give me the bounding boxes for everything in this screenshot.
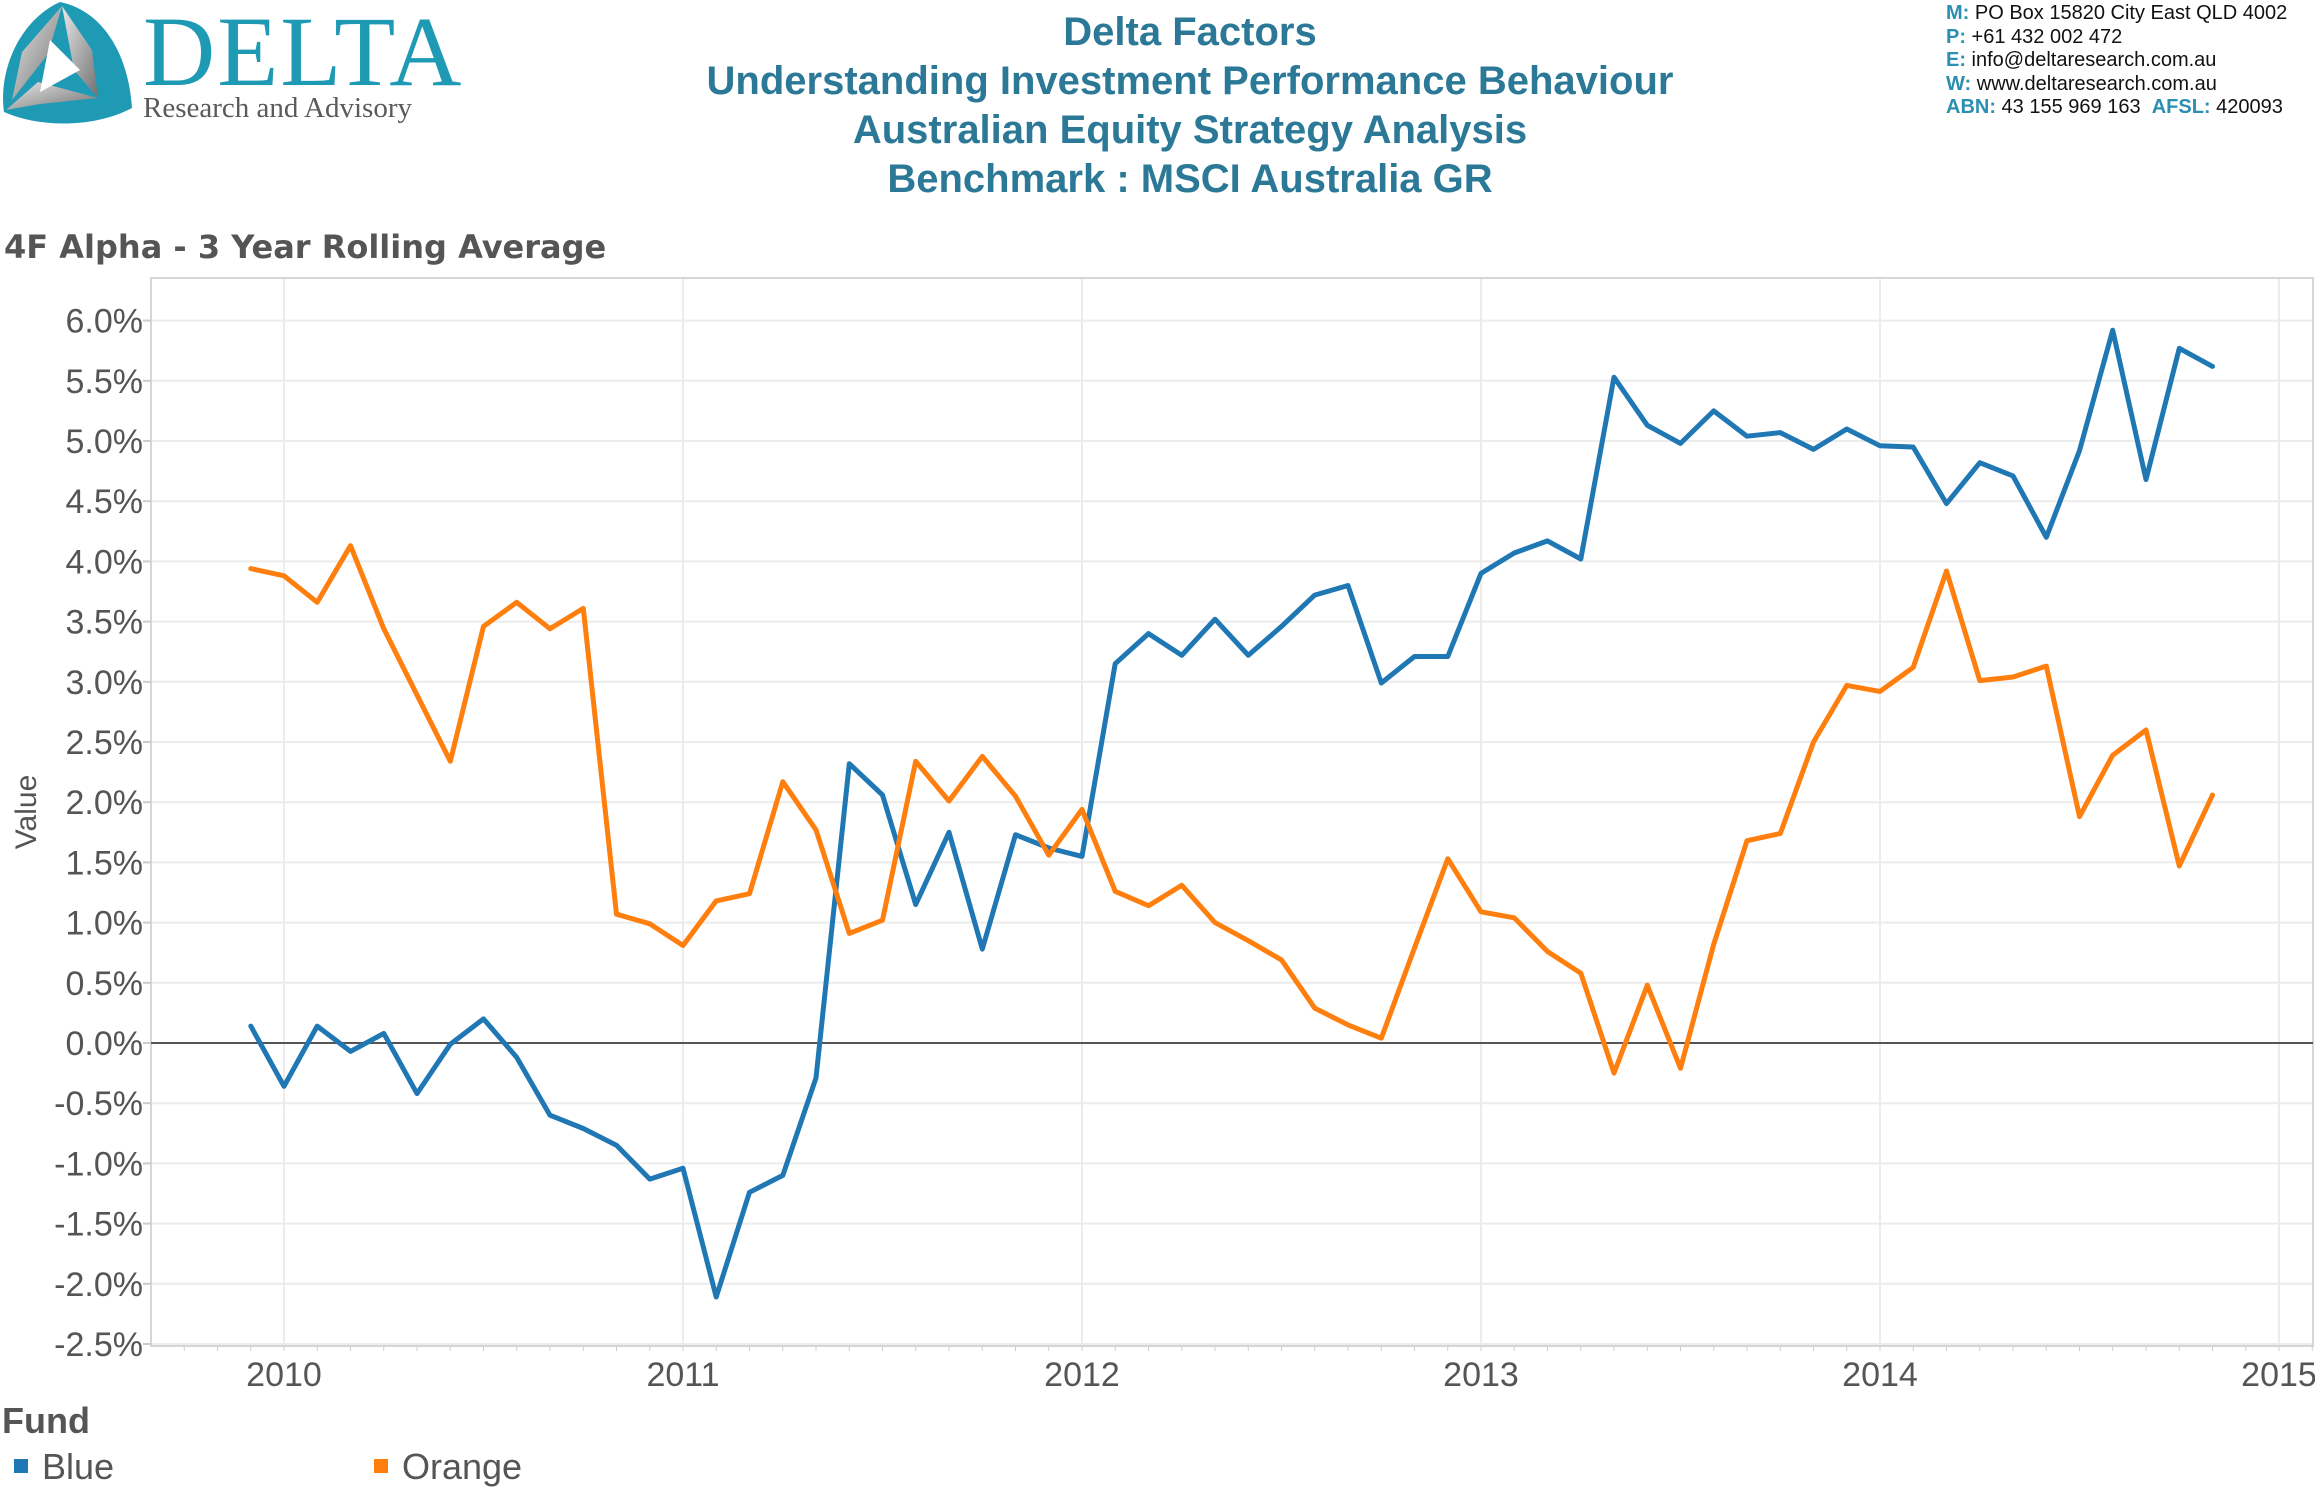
legend: Fund Blue Orange <box>2 1400 522 1487</box>
y-tick-label: 4.0% <box>66 543 144 581</box>
y-tick-label: 4.5% <box>66 483 144 521</box>
contact-email: E: info@deltaresearch.com.au <box>1946 49 2217 71</box>
contact-abn: ABN: 43 155 969 163 AFSL: 420093 <box>1946 96 2283 118</box>
legend-label-orange: Orange <box>402 1446 523 1487</box>
plot-frame <box>150 277 2314 1347</box>
y-tick-label: 1.5% <box>66 844 144 882</box>
line-chart: 6.0% 5.5% 5.0% 4.5% 4.0% 3.5% 3.0% 2.5% 2.0% 1.5%… <box>10 277 2315 1390</box>
y-tick-label: -1.0% <box>54 1145 143 1183</box>
contact-web: W: www.deltaresearch.com.au <box>1946 72 2217 95</box>
legend-swatch-blue <box>14 1459 28 1474</box>
y-tick-label: -0.5% <box>54 1085 143 1123</box>
y-tick-label: 1.0% <box>66 905 144 943</box>
y-tick-label: 0.0% <box>66 1025 144 1063</box>
x-tick-label: 2011 <box>646 1356 719 1390</box>
x-axis: 2010 2011 2012 2013 2014 2015 <box>151 1345 2315 1390</box>
y-tick-label: -2.5% <box>54 1326 143 1364</box>
y-tick-label: -2.0% <box>54 1266 143 1304</box>
logo-wordmark: DELTA <box>143 0 464 107</box>
x-tick-label: 2014 <box>1842 1356 1918 1390</box>
y-tick-label: 5.5% <box>66 363 144 401</box>
legend-swatch-orange <box>374 1459 388 1474</box>
contact-block: M: PO Box 15820 City East QLD 4002 P: +6… <box>1946 2 2287 120</box>
y-tick-label: 2.5% <box>66 724 144 762</box>
x-tick-label: 2012 <box>1044 1356 1120 1390</box>
series-line-orange <box>248 543 2215 1076</box>
y-tick-label: 2.0% <box>66 784 144 822</box>
report-title: Delta Factors Understanding Investment P… <box>560 8 1820 204</box>
y-tick-label: 3.0% <box>66 664 144 702</box>
y-tick-label: 6.0% <box>66 303 144 341</box>
legend-item-orange[interactable]: Orange <box>374 1446 522 1488</box>
title-line-3: Australian Equity Strategy Analysis <box>852 108 1528 152</box>
delta-triangle-logo-icon <box>3 2 133 124</box>
y-axis-label: Value <box>10 775 43 850</box>
chart-title: 4F Alpha - 3 Year Rolling Average <box>4 228 607 266</box>
y-tick-label: 3.5% <box>66 604 144 642</box>
legend-item-blue[interactable]: Blue <box>14 1446 114 1488</box>
y-tick-label: -1.5% <box>54 1206 143 1244</box>
series-line-blue <box>248 327 2215 1300</box>
contact-phone: P: +61 432 002 472 <box>1946 25 2123 48</box>
x-tick-label: 2013 <box>1443 1356 1519 1390</box>
y-tick-label: 5.0% <box>66 423 144 461</box>
gridlines <box>151 278 2313 1346</box>
logo-subtitle: Research and Advisory <box>143 92 412 124</box>
contact-mail: M: PO Box 15820 City East QLD 4002 <box>1946 2 2288 24</box>
title-line-4: Benchmark : MSCI Australia GR <box>887 157 1493 201</box>
x-tick-label: 2010 <box>246 1356 322 1390</box>
title-line-2: Understanding Investment Performance Beh… <box>706 59 1674 103</box>
y-tick-label: 0.5% <box>66 965 144 1003</box>
title-line-1: Delta Factors <box>1063 10 1317 54</box>
legend-title: Fund <box>2 1400 90 1441</box>
x-tick-label: 2015 <box>2241 1356 2315 1390</box>
y-axis: 6.0% 5.5% 5.0% 4.5% 4.0% 3.5% 3.0% 2.5% 2.0% 1.5%… <box>54 303 151 1364</box>
delta-logo: DELTA Research and Advisory <box>0 0 462 130</box>
series-lines <box>248 327 2215 1300</box>
legend-label-blue: Blue <box>42 1446 115 1487</box>
